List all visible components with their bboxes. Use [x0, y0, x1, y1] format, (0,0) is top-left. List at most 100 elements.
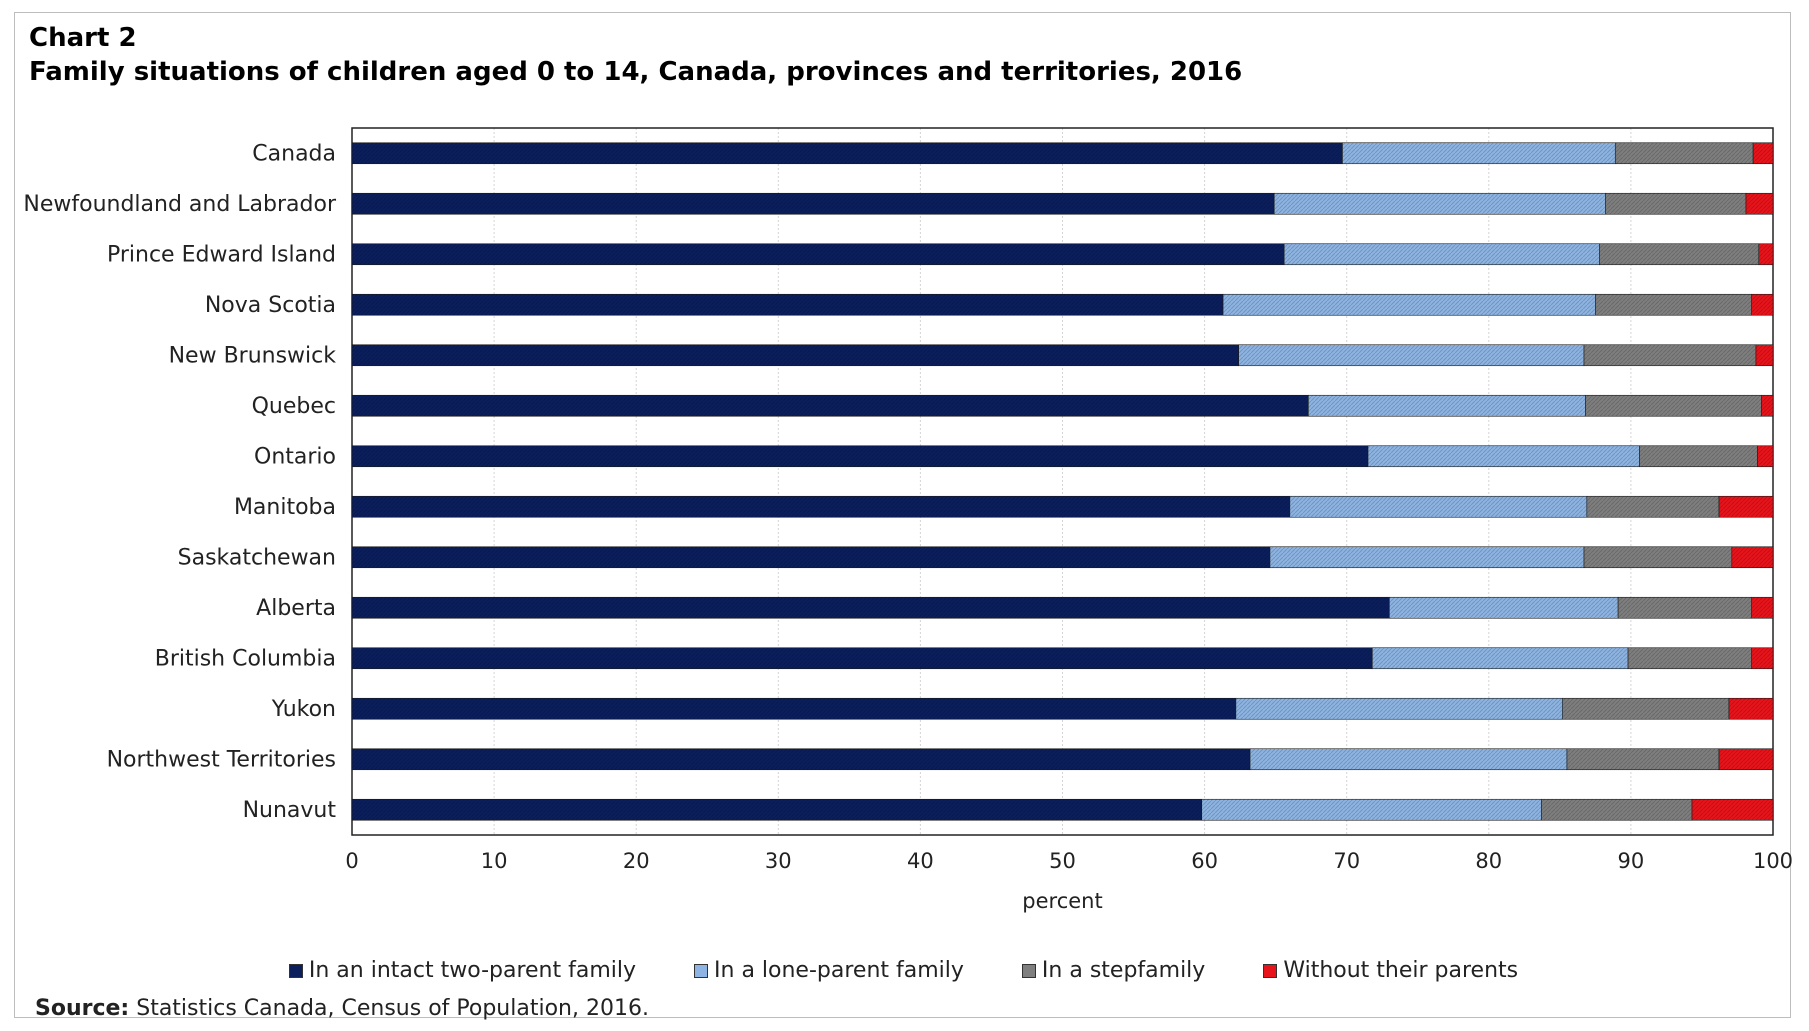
category-label: British Columbia	[155, 646, 336, 671]
bar-segment	[351, 293, 1224, 316]
bar-segment	[351, 394, 1309, 417]
category-label: Manitoba	[234, 495, 336, 520]
source-text: Statistics Canada, Census of Population,…	[129, 996, 649, 1021]
bar-segment	[351, 445, 1369, 468]
legend-label: In a lone-parent family	[714, 958, 964, 983]
bar-segment	[1731, 546, 1774, 569]
category-label: Saskatchewan	[178, 545, 336, 570]
bar-segment	[1639, 445, 1758, 468]
x-tick-label: 0	[345, 849, 358, 873]
bar-segment	[1249, 748, 1568, 771]
bar-segment	[1718, 495, 1774, 518]
bar-segment	[351, 495, 1291, 518]
bar-segment	[1728, 697, 1774, 720]
bar-segment	[1289, 495, 1588, 518]
bar-segment	[1614, 142, 1754, 165]
bar-segment	[1273, 192, 1606, 215]
x-tick-label: 90	[1618, 849, 1645, 873]
category-label: Prince Edward Island	[107, 242, 336, 267]
category-label: Nova Scotia	[205, 293, 336, 318]
x-tick-label: 30	[765, 849, 792, 873]
bar-segment	[1757, 445, 1774, 468]
bar-segment	[1585, 394, 1762, 417]
bar-segment	[1605, 192, 1747, 215]
bar-segment	[1617, 596, 1752, 619]
legend-swatch	[694, 963, 709, 978]
bar-segment	[351, 697, 1237, 720]
x-tick-label: 20	[623, 849, 650, 873]
legend-label: In an intact two-parent family	[308, 958, 637, 983]
bar-segment	[1755, 344, 1774, 367]
bar-segment	[351, 344, 1240, 367]
legend-label: Without their parents	[1283, 958, 1519, 983]
category-label: Ontario	[254, 444, 336, 469]
category-label: Alberta	[256, 596, 336, 621]
legend-swatch	[288, 963, 303, 978]
bar-segment	[1583, 344, 1757, 367]
legend: In an intact two-parent family In a lone-…	[15, 958, 1792, 983]
x-tick-label: 80	[1475, 849, 1502, 873]
bar-segment	[1751, 596, 1774, 619]
bar-segment	[1367, 445, 1640, 468]
bar-segment	[1201, 798, 1542, 821]
legend-swatch	[1263, 963, 1278, 978]
chart-number: Chart 2	[29, 23, 137, 53]
bar-segment	[1342, 142, 1616, 165]
bar-segment	[1627, 647, 1752, 670]
bar-segment	[1566, 748, 1720, 771]
bar-segment	[1541, 798, 1693, 821]
bar-segment	[1269, 546, 1585, 569]
chart-title: Family situations of children aged 0 to …	[29, 57, 1243, 87]
bar-segment	[1586, 495, 1720, 518]
bar-segment	[1745, 192, 1774, 215]
legend-swatch	[1021, 963, 1036, 978]
bar-segment	[351, 798, 1203, 821]
chart-frame: Chart 2 Family situations of children ag…	[14, 12, 1792, 1021]
bar-segment	[1752, 142, 1774, 165]
x-tick-label: 70	[1333, 849, 1360, 873]
category-label: Nunavut	[243, 798, 337, 823]
bar-segment	[1718, 748, 1774, 771]
bar-segment	[1308, 394, 1586, 417]
legend-item: In a stepfamily	[1021, 958, 1206, 983]
stacked-bar-chart: Canada Newfoundland and Labrador Prince Ed…	[23, 127, 1792, 913]
x-tick-label: 40	[907, 849, 934, 873]
bar-segment	[351, 192, 1275, 215]
bar-segment	[1691, 798, 1774, 821]
x-tick-label: 50	[1049, 849, 1076, 873]
x-tick-label: 100	[1753, 849, 1792, 873]
bar-segment	[351, 546, 1271, 569]
source-label: Source:	[35, 996, 130, 1021]
bar-segment	[1389, 596, 1619, 619]
source-note: Source: Statistics Canada, Census of Pop…	[35, 996, 649, 1021]
bar-segment	[351, 748, 1251, 771]
bar-segment	[1595, 293, 1752, 316]
plot-area	[351, 127, 1774, 836]
bar-segment	[1751, 647, 1774, 670]
bar-segment	[1283, 243, 1600, 266]
bar-segment	[1583, 546, 1733, 569]
bar-segment	[1238, 344, 1585, 367]
bar-segment	[351, 243, 1285, 266]
bar-segment	[1371, 647, 1629, 670]
legend-item: In a lone-parent family	[694, 958, 964, 983]
category-label: Yukon	[271, 697, 336, 722]
bar-segment	[351, 142, 1343, 165]
bar-segment	[1751, 293, 1774, 316]
x-tick-label: 60	[1191, 849, 1218, 873]
bar-segment	[351, 647, 1373, 670]
legend-item: In an intact two-parent family	[288, 958, 637, 983]
category-label: Newfoundland and Labrador	[23, 192, 337, 217]
bar-segment	[1562, 697, 1730, 720]
bar-segment	[351, 596, 1390, 619]
x-axis-title: percent	[1022, 889, 1102, 913]
category-label: Northwest Territories	[107, 747, 336, 772]
bar-segment	[1761, 394, 1774, 417]
legend-label: In a stepfamily	[1041, 958, 1206, 983]
legend-item: Without their parents	[1263, 958, 1518, 983]
category-label: Canada	[252, 141, 336, 166]
bar-segment	[1599, 243, 1760, 266]
bar-segment	[1222, 293, 1596, 316]
x-tick-label: 10	[481, 849, 508, 873]
bar-segment	[1758, 243, 1774, 266]
